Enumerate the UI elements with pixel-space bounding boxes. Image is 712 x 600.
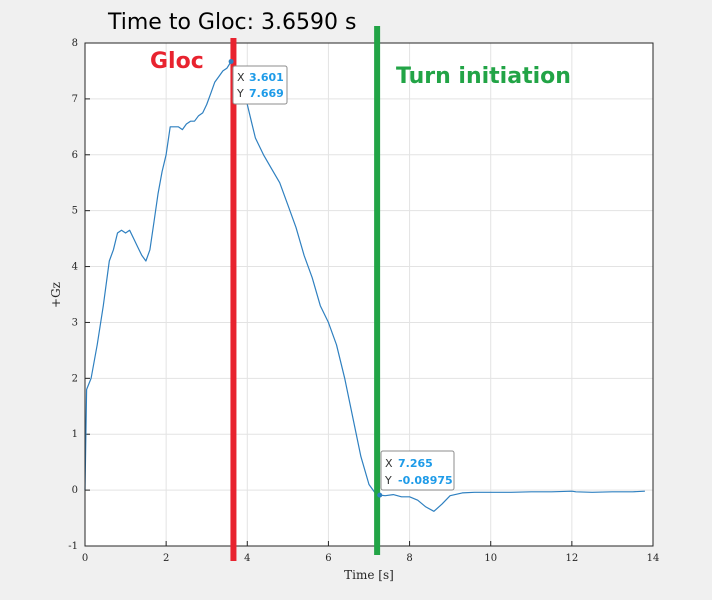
- datatip-y-value: -0.08975: [398, 474, 453, 487]
- datatip-marker: [377, 492, 383, 498]
- y-tick-label: 7: [72, 94, 78, 105]
- x-tick-label: 12: [565, 553, 578, 564]
- y-tick-label: 1: [72, 429, 78, 440]
- chart-title: Time to Gloc: 3.6590 s: [107, 10, 356, 35]
- y-tick-labels: -1 0 1 2 3 4 5 6 7 8: [68, 38, 78, 552]
- y-axis-label: +Gz: [49, 282, 63, 308]
- y-tick-label: 8: [72, 38, 78, 49]
- datatip-box: [232, 65, 288, 105]
- gloc-annotation: Gloc: [150, 49, 204, 74]
- datatip-x-value: 3.601: [249, 71, 284, 84]
- turn-initiation-annotation: Turn initiation: [396, 64, 571, 89]
- y-tick-label: 5: [72, 206, 78, 217]
- x-tick-labels: 0 2 4 6 8 10 12 14: [82, 553, 660, 564]
- datatip-y-key: Y: [384, 474, 392, 487]
- datatip-x-key: X: [237, 71, 245, 84]
- x-tick-label: 10: [484, 553, 497, 564]
- datatip-marker: [228, 58, 234, 64]
- y-tick-label: 0: [72, 485, 78, 496]
- x-tick-label: 0: [82, 553, 88, 564]
- plot-area: [85, 43, 653, 546]
- datatip-box: [380, 450, 455, 491]
- datatip-y-value: 7.669: [249, 87, 284, 100]
- y-tick-label: 3: [72, 317, 78, 328]
- x-tick-label: 8: [406, 553, 412, 564]
- x-tick-label: 14: [647, 553, 660, 564]
- plot-frame: [84, 42, 654, 547]
- datatip-turn[interactable]: X 7.265 Y -0.08975: [380, 450, 455, 491]
- y-tick-label: 4: [72, 262, 78, 273]
- x-tick-label: 4: [244, 553, 250, 564]
- x-tick-label: 6: [325, 553, 331, 564]
- datatip-x-key: X: [385, 457, 393, 470]
- x-axis-label: Time [s]: [344, 568, 394, 582]
- y-tick-label: 2: [72, 373, 78, 384]
- datatip-x-value: 7.265: [398, 457, 433, 470]
- x-tick-label: 2: [163, 553, 169, 564]
- datatip-gloc[interactable]: X 3.601 Y 7.669: [232, 65, 288, 105]
- y-tick-label: 6: [72, 150, 78, 161]
- y-tick-label: -1: [68, 541, 78, 552]
- datatip-y-key: Y: [236, 87, 244, 100]
